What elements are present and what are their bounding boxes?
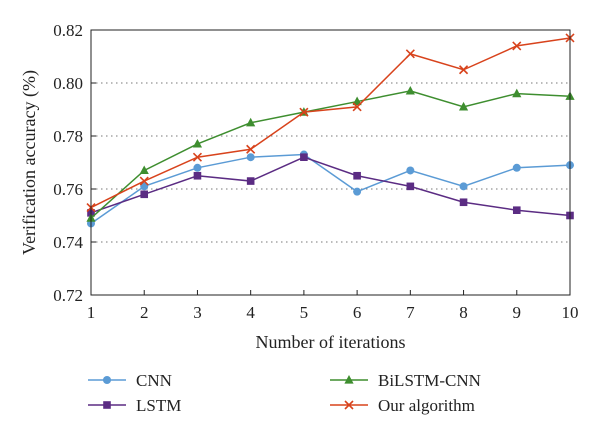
- data-point-cnn: [353, 187, 362, 196]
- data-point-cnn: [193, 163, 202, 172]
- data-point-our-algorithm: [512, 41, 522, 51]
- series-layer: [86, 33, 575, 228]
- x-tick-label: 1: [87, 303, 96, 322]
- series-our-algorithm: [86, 33, 575, 213]
- data-point-our-algorithm: [139, 176, 149, 186]
- y-tick-label: 0.76: [53, 180, 83, 199]
- data-point-cnn: [140, 182, 149, 191]
- data-point-lstm: [406, 182, 415, 191]
- data-point-lstm: [459, 198, 468, 207]
- legend-marker: [344, 375, 354, 384]
- series-cnn: [87, 150, 574, 228]
- data-point-lstm: [353, 171, 361, 180]
- x-tick-label: 8: [459, 303, 468, 322]
- data-point-our-algorithm: [192, 152, 203, 162]
- x-tick-label: 2: [140, 303, 149, 322]
- x-axis-label: Number of iterations: [256, 332, 406, 352]
- legend-label: Our algorithm: [378, 396, 475, 415]
- legend-item-lstm: LSTM: [88, 396, 181, 415]
- x-tick-label: 4: [246, 303, 255, 322]
- data-point-our-algorithm: [458, 65, 469, 75]
- y-tick-label: 0.74: [53, 233, 83, 252]
- legend-marker: [103, 401, 111, 409]
- x-tick-labels: 1 2 3 4 5 6 7 8 9 10: [87, 290, 579, 322]
- data-point-bilstm-cnn: [192, 138, 203, 148]
- legend-item-bilstm-cnn: BiLSTM-CNN: [330, 371, 481, 390]
- data-point-lstm: [193, 171, 202, 180]
- legend-item-cnn: CNN: [88, 371, 172, 390]
- x-tick-label: 7: [406, 303, 415, 322]
- x-tick-label: 3: [193, 303, 202, 322]
- data-point-bilstm-cnn: [352, 96, 362, 106]
- data-point-cnn: [246, 153, 255, 162]
- y-tick-label: 0.80: [53, 74, 83, 93]
- y-tick-label: 0.82: [53, 21, 83, 40]
- y-tick-label: 0.78: [53, 127, 83, 146]
- plot-frame: [90, 29, 571, 296]
- data-point-cnn: [459, 182, 468, 191]
- data-point-lstm: [300, 153, 308, 161]
- data-point-bilstm-cnn: [512, 88, 522, 98]
- data-point-bilstm-cnn: [458, 101, 469, 111]
- series-line-bilstm-cnn: [90, 90, 571, 219]
- data-point-lstm: [140, 190, 149, 199]
- data-point-bilstm-cnn: [139, 165, 149, 175]
- data-point-cnn: [406, 166, 415, 175]
- x-tick-label: 10: [562, 303, 579, 322]
- data-point-our-algorithm: [246, 144, 256, 154]
- y-tick-labels: 0.72 0.74 0.76 0.78 0.80 0.82: [53, 21, 96, 305]
- data-point-lstm: [512, 206, 521, 214]
- series-line-lstm: [90, 156, 571, 217]
- data-point-our-algorithm: [299, 107, 309, 117]
- x-tick-label: 5: [300, 303, 309, 322]
- data-point-lstm: [246, 177, 255, 185]
- series-line-cnn: [90, 153, 571, 225]
- x-tick-label: 9: [513, 303, 522, 322]
- data-point-cnn: [512, 163, 521, 172]
- legend-label: CNN: [136, 371, 172, 390]
- legend-label: BiLSTM-CNN: [378, 371, 481, 390]
- series-line-our-algorithm: [90, 37, 571, 209]
- legend-item-our-algorithm: Our algorithm: [330, 396, 475, 415]
- y-axis-label: Verification accuracy (%): [19, 70, 40, 255]
- x-tick-label: 6: [353, 303, 362, 322]
- data-point-bilstm-cnn: [246, 117, 256, 127]
- data-point-our-algorithm: [405, 49, 415, 59]
- legend-label: LSTM: [136, 396, 181, 415]
- data-point-bilstm-cnn: [405, 85, 415, 95]
- legend: CNN LSTM BiLSTM-CNN Our algorithm: [88, 371, 481, 415]
- legend-marker: [344, 400, 354, 410]
- legend-marker: [103, 376, 111, 384]
- y-tick-label: 0.72: [53, 286, 83, 305]
- data-point-our-algorithm: [352, 102, 362, 112]
- series-bilstm-cnn: [86, 85, 575, 222]
